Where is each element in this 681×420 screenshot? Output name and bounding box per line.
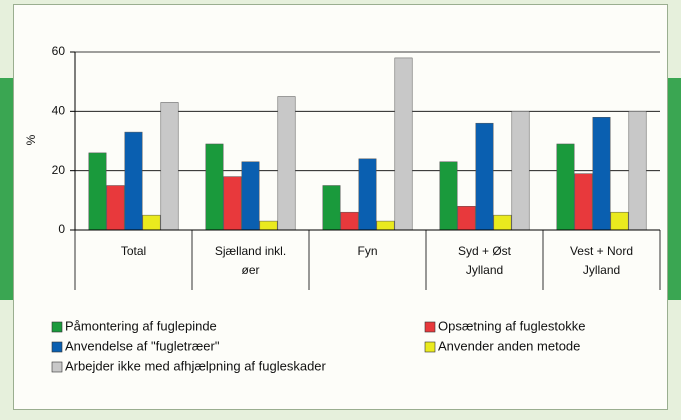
- legend: Påmontering af fuglepinde Opsætning af fu…: [51, 318, 585, 373]
- bar: [376, 220, 395, 231]
- bar: [277, 96, 296, 231]
- x-tick-label: Total: [121, 244, 146, 258]
- y-tick-label: 20: [52, 163, 66, 177]
- legend-label: Arbejder ikke med afhjælpning af fuglesk…: [65, 358, 327, 373]
- bar: [457, 206, 476, 231]
- bar: [241, 161, 260, 231]
- x-tick-label: Sjælland inkl. øer: [215, 244, 286, 277]
- y-axis-label: %: [24, 134, 38, 145]
- bar: [259, 220, 278, 231]
- legend-swatch: [424, 321, 436, 333]
- bar: [358, 158, 377, 231]
- bar: [475, 122, 494, 231]
- x-tick-label: Fyn: [357, 244, 377, 258]
- y-tick-label: 60: [52, 44, 66, 58]
- bar: [574, 173, 593, 231]
- bar: [628, 111, 647, 231]
- bar: [394, 57, 413, 231]
- bar: [556, 143, 575, 231]
- bar: [160, 102, 179, 231]
- bar: [610, 211, 629, 231]
- x-tick-label: Vest + Nord Jylland: [570, 244, 633, 277]
- legend-swatch: [51, 341, 63, 353]
- legend-label: Påmontering af fuglepinde: [65, 318, 217, 333]
- bar: [511, 111, 530, 231]
- x-tick-label: Syd + Øst Jylland: [458, 244, 512, 277]
- bar: [205, 143, 224, 231]
- y-tick-label: 0: [58, 222, 65, 236]
- bar: [322, 185, 341, 231]
- bar: [493, 214, 512, 231]
- bar: [106, 185, 125, 231]
- y-tick-label: 40: [52, 104, 66, 118]
- bar: [142, 214, 161, 231]
- bar: [88, 152, 107, 231]
- bar: [223, 176, 242, 231]
- legend-swatch: [51, 361, 63, 373]
- legend-swatch: [51, 321, 63, 333]
- legend-swatch: [424, 341, 436, 353]
- bar: [592, 117, 611, 231]
- bar: [439, 161, 458, 231]
- legend-label: Anvendelse af "fugletræer": [65, 338, 220, 353]
- bar: [340, 211, 359, 231]
- legend-label: Opsætning af fuglestokke: [438, 318, 585, 333]
- legend-label: Anvender anden metode: [438, 338, 580, 353]
- bar: [124, 131, 143, 231]
